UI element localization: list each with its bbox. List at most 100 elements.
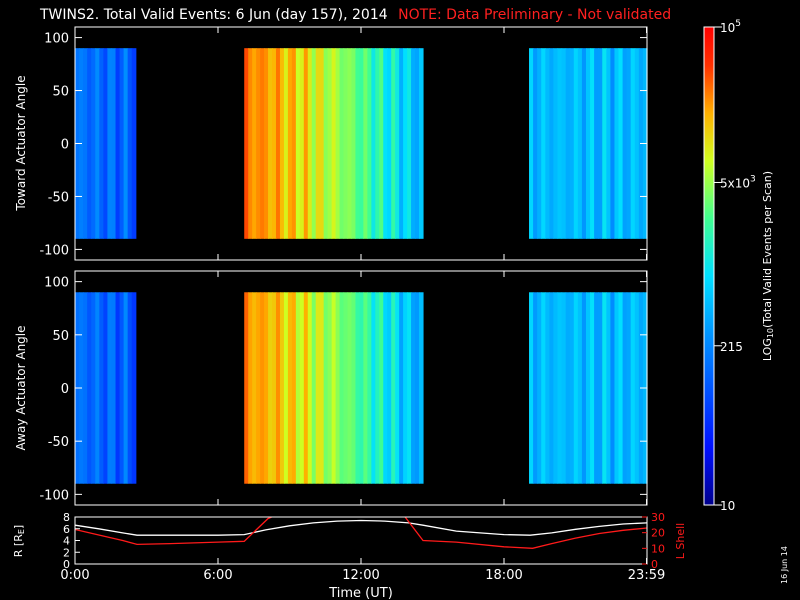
toward-cell [95,48,100,239]
away-cell [87,292,92,484]
toward-cell [319,48,325,239]
colorbar-tick-label: 10 [720,499,735,513]
colorbar-label-suffix: (Total Valid Events per Scan) [761,171,774,328]
away-cell [315,292,321,484]
toward-cell [99,48,104,239]
lshell-series-line [75,517,647,549]
away-cell [331,292,337,484]
toward-cell [537,48,542,239]
x-tick-label: 18:00 [485,568,522,583]
toward-cell [387,48,392,239]
away-cell [545,292,550,484]
away-y-ticks: 100 50 0 -50 -100 [39,271,648,505]
away-cell [541,292,546,484]
colorbar-label-sub: 10 [766,328,775,338]
away-cell [573,292,579,484]
away-cell [299,292,305,484]
away-cell [602,292,607,484]
r-axis-label: R [RE] [12,525,26,557]
away-cell [347,292,353,484]
toward-cell [411,48,416,239]
colorbar-tick-label: 215 [720,340,743,354]
r-axis-label-main: R [R [12,534,25,557]
away-cell [537,292,542,484]
toward-cell [399,48,404,239]
toward-cell [359,48,364,239]
away-cell [418,292,424,484]
r-axis-label-end: ] [12,525,25,529]
away-cell [630,292,636,484]
away-cell [363,292,368,484]
toward-cell [268,48,273,239]
toward-cell [279,48,285,239]
away-cell [103,292,109,484]
toward-cell [283,48,289,239]
toward-cell [331,48,337,239]
away-cell [319,292,325,484]
toward-cell [111,48,117,239]
toward-cell [252,48,257,239]
toward-cell [602,48,607,239]
toward-cell [403,48,408,239]
away-cell [383,292,388,484]
toward-cell [557,48,563,239]
away-cell [272,292,277,484]
toward-ytick-label: 0 [61,138,69,153]
toward-cell [248,48,253,239]
away-cell [614,292,620,484]
away-cell [283,292,289,484]
away-cell [395,292,400,484]
away-cell [256,292,261,484]
toward-ytick-label: 50 [52,85,69,100]
away-cell [295,292,301,484]
colorbar-tick-label: 105 [720,19,741,35]
toward-cell [291,48,297,239]
lshell-ytick-label: 30 [651,511,665,524]
toward-cell [561,48,567,239]
away-ytick-label: -100 [39,488,69,503]
away-cell [561,292,567,484]
r-axis-label-sub: E [17,529,26,534]
away-cell [387,292,392,484]
r-ytick-label: 2 [63,546,70,559]
toward-cell [581,48,587,239]
toward-cell [577,48,583,239]
title-main: TWINS2. Total Valid Events: 6 Jun (day 1… [40,7,388,23]
toward-cell [127,48,133,239]
away-cell [335,292,341,484]
away-cell [244,292,249,484]
away-ytick-label: 100 [44,276,69,291]
toward-heatmap-cells [75,48,648,239]
away-cell [115,292,121,484]
colorbar-label: LOG10(Total Valid Events per Scan) [761,171,775,361]
toward-cell [256,48,261,239]
toward-cell [634,48,640,239]
toward-cell [131,48,137,239]
away-cell [264,292,269,484]
away-cell [268,292,273,484]
toward-cell [295,48,301,239]
orbit-panel-frame [74,516,648,565]
away-cell [248,292,253,484]
away-cell [123,292,129,484]
r-series-line [75,519,647,536]
away-cell [91,292,96,484]
toward-cell [303,48,309,239]
toward-cell [590,48,595,239]
away-ytick-label: 50 [52,329,69,344]
x-tick-label: 12:00 [342,568,379,583]
toward-cell [323,48,329,239]
toward-cell [549,48,555,239]
toward-cell [123,48,129,239]
r-ytick-label: 4 [63,535,70,548]
r-ytick-label: 0 [63,558,70,571]
away-cell [367,292,372,484]
lshell-ytick-label: 0 [651,558,658,571]
toward-cell [315,48,321,239]
toward-heatmap-panel: 100 50 0 -50 -100 Toward Actuator Angle [14,26,648,261]
toward-cell [363,48,368,239]
